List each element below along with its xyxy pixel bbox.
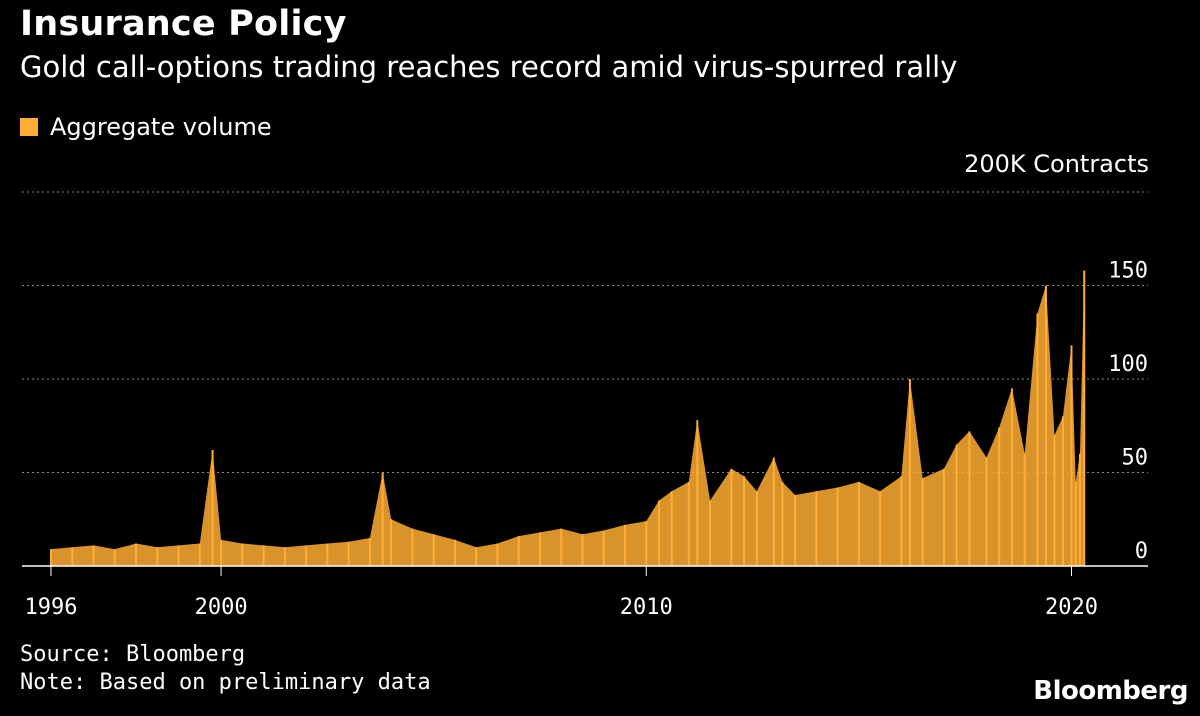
source-text: Source: Bloomberg: [20, 642, 246, 667]
x-tick-label: 2020: [1045, 595, 1098, 620]
y-tick-label: 150: [1108, 259, 1148, 284]
x-tick-label: 2010: [620, 595, 673, 620]
legend-label: Aggregate volume: [50, 113, 272, 141]
chart-title: Insurance Policy: [20, 4, 347, 44]
x-tick-label: 1996: [25, 595, 78, 620]
y-tick-label: 0: [1135, 539, 1148, 564]
chart-subtitle: Gold call-options trading reaches record…: [20, 50, 958, 84]
y-tick-label: 50: [1122, 446, 1149, 471]
y-axis-unit-label: 200K Contracts: [964, 150, 1149, 178]
legend-swatch: [20, 118, 38, 136]
y-tick-label: 100: [1108, 352, 1148, 377]
x-tick-label: 2000: [195, 595, 248, 620]
legend: Aggregate volume: [20, 113, 272, 141]
bloomberg-logo: Bloomberg: [1033, 676, 1188, 706]
note-text: Note: Based on preliminary data: [20, 670, 431, 695]
volume-area: [51, 270, 1085, 566]
